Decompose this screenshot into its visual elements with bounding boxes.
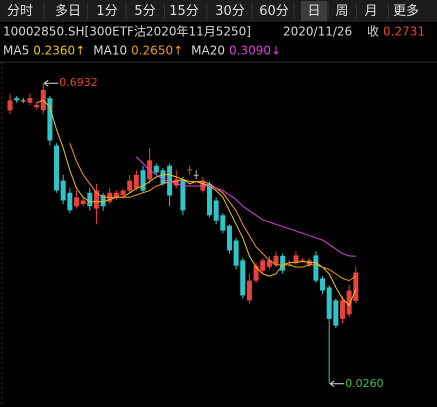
tab[interactable]: 周 [335,4,348,19]
candle-body [80,200,86,205]
candle-body [14,98,20,101]
tab[interactable]: 15分 [169,4,199,19]
candle-body [213,200,219,221]
min-arrow [329,380,345,388]
candle-body [340,300,345,319]
tab[interactable]: 30分 [215,4,245,19]
candle-body [127,180,133,191]
close-value: 0.2731 [383,25,425,39]
candle-body [266,260,272,268]
candle-body [20,100,26,102]
candle-body [346,290,352,315]
candle-body [273,255,279,265]
candle-body [60,180,66,201]
candle-body [253,265,259,281]
candle-body [187,169,193,171]
tab[interactable]: 多日 [55,3,81,19]
ma-line [69,143,357,282]
candle-body [326,287,332,319]
tab-selected-bg [301,1,327,21]
candle-body [280,255,286,271]
ma-line [135,156,356,257]
candle-body [240,260,246,296]
date: 2020/11/26 [283,25,352,39]
candle-body [113,192,119,198]
close-label: 收 [367,25,379,39]
max-arrow [43,79,59,87]
candle-body [67,192,73,211]
code: 10002850.SH[300ETF沽2020年11月5250] [3,25,251,39]
tab[interactable]: 日 [307,4,320,19]
candle-body [100,195,106,207]
tab[interactable]: 60分 [259,4,289,19]
ma-legend: MA5 0.2360↑ MA10 0.2650↑ MA20 0.3090↓ [3,44,281,58]
ma-value: 0.3090↓ [229,44,281,58]
candle-body [27,98,33,103]
candle-body [120,190,126,196]
candle-body [193,174,199,176]
candle-body [160,170,166,184]
candle-body [246,280,252,301]
candle-body [34,104,40,108]
candle-body [320,278,326,291]
candle-body [207,183,212,216]
candle-body [153,165,159,173]
candle-body [93,190,99,209]
candle-body [260,260,266,271]
ma-name: MA20 [191,44,225,58]
candle-body [333,300,339,326]
candle-body [140,170,146,191]
candle-body [74,197,79,207]
tabs: 分时 多日 1分 5分 15分 30分 60分 日周 月 更多 [7,1,419,21]
max-label: 0.6932 [59,76,98,89]
candle-body [293,255,299,263]
candle-body [353,272,359,301]
candle-body [167,165,173,196]
ma-value: 0.2360↑ [33,44,85,58]
ma-name: MA10 [93,44,127,58]
tab[interactable]: 1分 [96,4,117,19]
candle-body [54,145,60,191]
candle-body [47,98,53,141]
candle-body [220,215,226,231]
tab[interactable]: 5分 [134,4,155,19]
candle-body [173,179,179,186]
candle-body [233,240,239,266]
candle-body [133,174,139,189]
candle-body [7,100,13,111]
min-label: 0.0260 [345,377,384,390]
candle-body [87,192,93,207]
candle-body [313,255,319,281]
candle-body [180,179,186,211]
ma-value: 0.2650↑ [131,44,183,58]
tab[interactable]: 月 [364,4,377,19]
ma-name: MA5 [3,44,29,58]
tab[interactable]: 更多 [393,3,419,19]
tab[interactable]: 分时 [7,4,33,19]
plot: 0.6932 0.0260 [7,76,384,390]
candle-body [226,225,232,251]
